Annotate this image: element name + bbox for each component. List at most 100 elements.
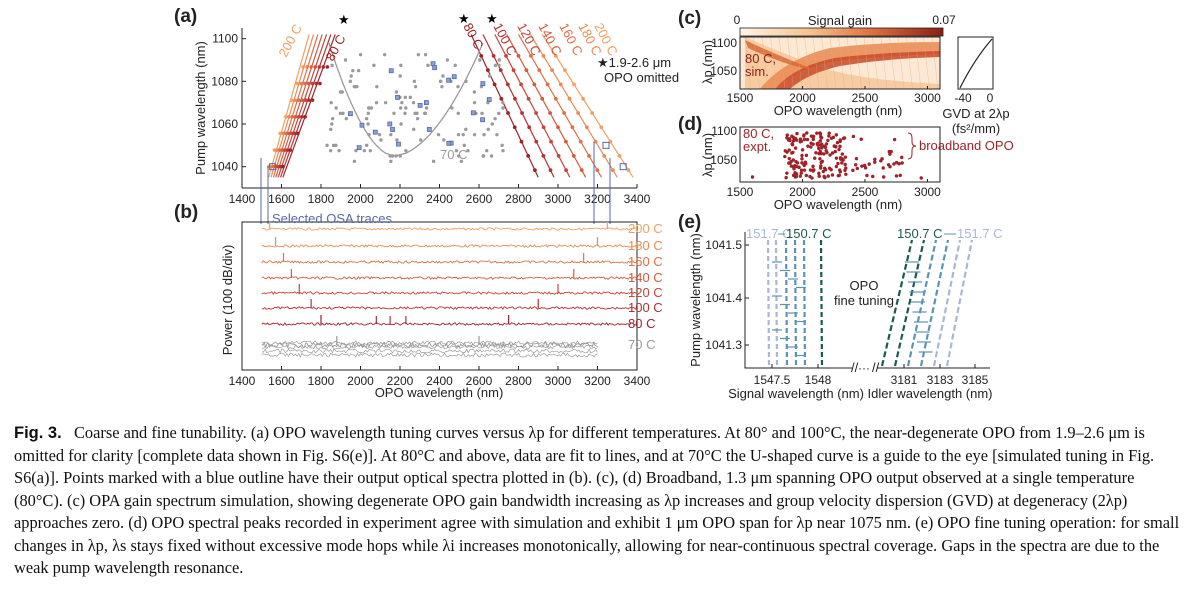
d-point bbox=[804, 153, 809, 158]
a-70c-point bbox=[358, 52, 363, 57]
a-point-right bbox=[529, 53, 533, 58]
a-70c-point bbox=[501, 106, 505, 110]
d-point bbox=[819, 160, 823, 165]
a-selected-point bbox=[432, 65, 438, 71]
star-marker-left-80: ★ bbox=[338, 12, 350, 27]
panel-a: (a) Pump wavelength (nm) 1040 1060 1080 110… bbox=[174, 6, 679, 206]
a-70c-point bbox=[366, 111, 370, 116]
d-point bbox=[818, 132, 823, 136]
d-point bbox=[798, 174, 803, 178]
b-xtick-label: 1800 bbox=[308, 374, 335, 388]
a-70c-point bbox=[436, 132, 441, 137]
d-point bbox=[826, 174, 830, 178]
panel-e-label: (e) bbox=[678, 212, 701, 233]
a-point-left bbox=[280, 148, 285, 152]
a-selected-point bbox=[424, 100, 429, 105]
a-70c-point bbox=[348, 79, 353, 84]
a-fit-line-right bbox=[470, 34, 539, 178]
a-xtick-label: 1400 bbox=[229, 192, 256, 206]
a-point-left bbox=[272, 148, 277, 152]
d-point bbox=[830, 151, 835, 155]
d-point bbox=[802, 162, 806, 167]
a-point-right bbox=[516, 53, 521, 58]
a-70c-point bbox=[390, 154, 395, 158]
a-70c-point bbox=[412, 127, 416, 132]
d-point bbox=[829, 136, 834, 140]
curve-label-70c: 70 C bbox=[440, 147, 467, 162]
a-point-right bbox=[485, 68, 490, 73]
a-xtick-label: 2800 bbox=[505, 192, 532, 206]
a-point-right bbox=[579, 168, 584, 173]
a-70c-point bbox=[411, 100, 416, 105]
panel-a-yticks: 1040 1060 1080 1100 bbox=[211, 32, 246, 174]
d-point bbox=[805, 137, 810, 142]
a-ytick-label: 1080 bbox=[211, 74, 238, 88]
a-70c-point bbox=[416, 52, 421, 57]
a-70c-point bbox=[389, 132, 393, 137]
a-point-right bbox=[512, 125, 517, 130]
colorbar bbox=[739, 27, 944, 37]
a-fit-line-right bbox=[494, 34, 571, 178]
d-point bbox=[795, 131, 799, 136]
a-70c-point bbox=[459, 159, 464, 164]
gain-fringe bbox=[931, 37, 939, 89]
axis-break-dots: ··· bbox=[858, 361, 870, 375]
a-point-right bbox=[617, 153, 622, 158]
a-70c-point bbox=[394, 90, 399, 94]
d-point bbox=[892, 162, 896, 166]
a-point-right bbox=[491, 53, 496, 58]
d-point bbox=[793, 164, 797, 168]
d-point bbox=[819, 143, 823, 148]
d-point bbox=[919, 176, 923, 180]
d-point bbox=[829, 168, 833, 172]
a-selected-point bbox=[395, 95, 400, 100]
b-xtick-label: 3200 bbox=[584, 374, 611, 388]
a-70c-curve-right bbox=[393, 42, 484, 157]
d-point bbox=[822, 152, 826, 156]
a-selected-point bbox=[446, 140, 452, 146]
gain-fringe bbox=[804, 37, 811, 89]
d-point bbox=[841, 136, 846, 141]
a-point-right bbox=[562, 111, 567, 115]
a-70c-point bbox=[472, 132, 477, 137]
a-70c-point bbox=[404, 106, 408, 110]
a-point-right bbox=[540, 96, 545, 101]
e-xtick-label: 3181 bbox=[891, 373, 918, 387]
a-point-right bbox=[524, 68, 529, 73]
a-70c-point bbox=[330, 116, 335, 121]
a-selected-marker bbox=[619, 163, 627, 171]
a-xtick-label: 1800 bbox=[308, 192, 335, 206]
d-point bbox=[802, 133, 806, 137]
a-70c-point bbox=[442, 138, 446, 142]
a-70c-point bbox=[330, 122, 334, 126]
a-70c-point bbox=[495, 132, 499, 137]
a-point-right bbox=[526, 96, 531, 101]
colorbar-min: 0 bbox=[734, 13, 741, 27]
a-70c-point bbox=[340, 90, 344, 94]
d-point bbox=[826, 138, 830, 143]
a-70c-point bbox=[372, 63, 376, 68]
e-idler-trace bbox=[893, 239, 926, 367]
gain-fringe bbox=[872, 37, 879, 89]
d-point bbox=[800, 157, 804, 161]
a-selected-point bbox=[348, 111, 353, 117]
d-point bbox=[851, 134, 856, 139]
d-point bbox=[892, 137, 897, 142]
d-point bbox=[823, 175, 827, 180]
a-70c-point bbox=[415, 116, 420, 121]
panel-c-ytick-1050: 1050 bbox=[710, 64, 737, 78]
a-point-left bbox=[318, 81, 322, 86]
d-point bbox=[844, 166, 848, 170]
a-70c-point bbox=[343, 58, 348, 62]
a-point-right bbox=[595, 168, 600, 173]
e-xtick-label: 1548 bbox=[805, 373, 832, 387]
a-70c-point bbox=[400, 100, 404, 105]
a-70c-point bbox=[472, 90, 477, 94]
d-point bbox=[827, 134, 831, 138]
a-fit-line-right bbox=[506, 34, 587, 178]
star-marker-100: ★ bbox=[486, 11, 498, 26]
d-point bbox=[855, 166, 860, 171]
d-point bbox=[838, 139, 842, 144]
panel-d-xticks: 1500 2000 2500 3000 bbox=[727, 179, 941, 199]
d-point bbox=[838, 156, 843, 160]
